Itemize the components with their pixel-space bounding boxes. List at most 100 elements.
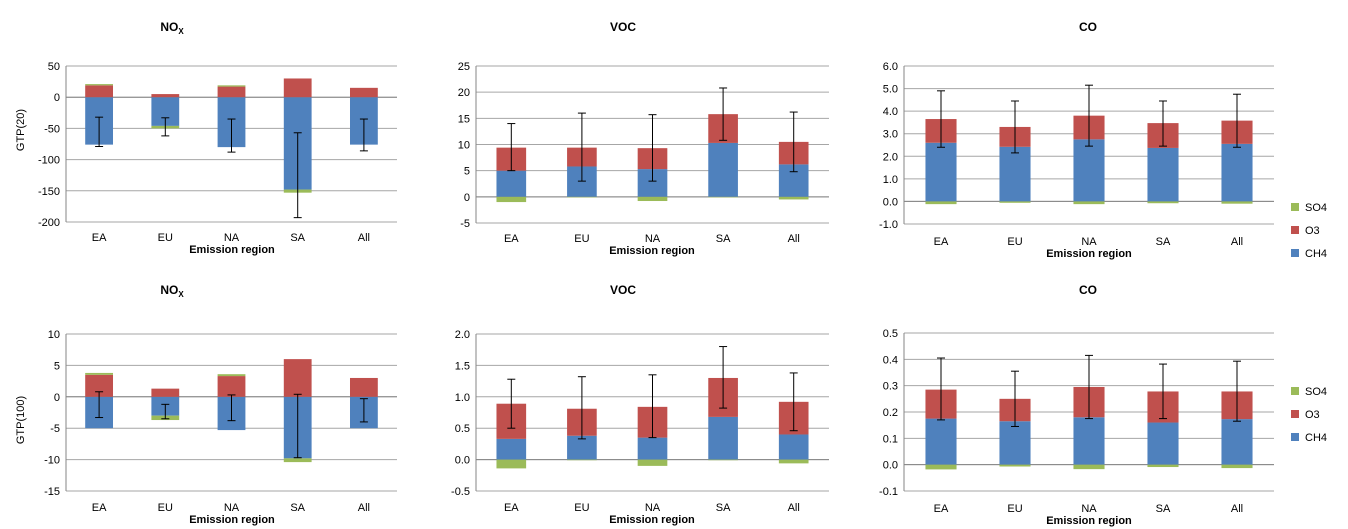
x-axis-label: Emission region (189, 244, 275, 256)
y-tick-label: 4.0 (883, 106, 898, 118)
bar-o3 (217, 376, 246, 397)
bar-so4 (567, 196, 597, 198)
x-tick-label: All (1231, 503, 1243, 515)
legend-label: O3 (1305, 225, 1320, 237)
plot-area: 0.5 0.4 0.3 0.2 0.1 0.0 -0.1 EA EU NA SA All (879, 328, 1274, 515)
y-tick-label: 5.0 (883, 84, 898, 96)
legend-swatch-ch4 (1291, 433, 1299, 441)
bar-ch4 (1221, 143, 1253, 202)
bar-ch4 (999, 146, 1031, 202)
plot-area: 25 20 15 10 5 0 -5 EA EU NA SA All (458, 61, 829, 245)
bar-ch4 (637, 437, 668, 460)
bar-so4 (1147, 464, 1179, 468)
bar-ch4 (496, 438, 527, 460)
chart-panel-gtp100-voc: VOC Emission region 2.0 1.5 1.0 0.5 0.0 -0.5 E… (451, 283, 829, 526)
x-tick-label: EA (92, 232, 107, 244)
bar-ch4 (1221, 419, 1253, 465)
bar-so4 (637, 459, 668, 466)
x-axis-label: Emission region (609, 514, 695, 526)
bar-so4 (85, 372, 114, 375)
x-tick-label: SA (716, 502, 731, 514)
plot-area: 2.0 1.5 1.0 0.5 0.0 -0.5 EA EU NA SA All (451, 329, 829, 514)
bar-so4 (496, 459, 527, 469)
y-tick-label: 50 (48, 61, 60, 73)
legend-swatch-o3 (1291, 226, 1299, 234)
y-tick-label: -5 (460, 218, 470, 230)
y-tick-label: -1.0 (879, 219, 898, 231)
y-tick-label: -5 (50, 423, 60, 435)
legend-label: SO4 (1305, 202, 1327, 214)
x-tick-label: NA (645, 502, 661, 514)
bar-ch4 (925, 418, 957, 465)
chart-title: VOC (610, 20, 636, 34)
bar-so4 (283, 458, 312, 463)
y-tick-label: 0 (54, 92, 60, 104)
x-tick-label: EU (574, 502, 589, 514)
bar-so4 (778, 459, 809, 464)
y-axis-label: GTP(20) (15, 109, 27, 151)
chart-title: NOX (160, 20, 184, 36)
bar-ch4 (708, 416, 738, 460)
bar-ch4 (1073, 417, 1105, 465)
bar-o3 (283, 78, 312, 98)
bar-so4 (778, 196, 809, 200)
chart-panel-gtp20-nox: NOX GTP(20) Emission region 50 0 -50 -100 -1… (15, 20, 397, 256)
y-tick-label: 2.0 (883, 151, 898, 163)
y-tick-label: -100 (38, 155, 60, 167)
bar-ch4 (708, 142, 738, 197)
bar-o3 (217, 86, 246, 98)
x-tick-label: SA (290, 502, 305, 514)
legend-label: SO4 (1305, 386, 1327, 398)
y-tick-label: 10 (458, 140, 470, 152)
bar-so4 (496, 196, 527, 203)
plot-area: 6.0 5.0 4.0 3.0 2.0 1.0 0.0 -1.0 EA EU NA SA All (879, 61, 1274, 248)
legend-label: O3 (1305, 409, 1320, 421)
y-tick-label: 1.5 (455, 360, 470, 372)
x-tick-label: SA (716, 233, 731, 245)
x-axis-label: Emission region (1046, 515, 1132, 527)
legend-swatch-ch4 (1291, 249, 1299, 257)
bar-o3 (349, 377, 378, 397)
bar-so4 (1221, 464, 1253, 469)
bar-so4 (999, 201, 1031, 203)
y-tick-label: -150 (38, 186, 60, 198)
y-tick-label: -10 (44, 455, 60, 467)
y-tick-label: 20 (458, 87, 470, 99)
bar-so4 (217, 85, 246, 87)
x-tick-label: NA (1081, 503, 1097, 515)
y-tick-label: -15 (44, 486, 60, 498)
y-tick-label: 6.0 (883, 61, 898, 73)
y-tick-label: 0 (464, 192, 470, 204)
bar-so4 (708, 196, 738, 198)
x-tick-label: SA (290, 232, 305, 244)
bar-o3 (151, 94, 180, 98)
bar-so4 (1221, 201, 1253, 204)
legend-swatch-so4 (1291, 203, 1299, 211)
bar-ch4 (999, 421, 1031, 465)
x-tick-label: SA (1156, 503, 1171, 515)
bar-o3 (283, 359, 312, 397)
bar-ch4 (925, 142, 957, 202)
chart-title: CO (1079, 20, 1097, 34)
bar-o3 (85, 374, 114, 397)
legend-swatch-so4 (1291, 387, 1299, 395)
legend-top: SO4 O3 CH4 (1291, 202, 1327, 260)
y-tick-label: 5 (464, 166, 470, 178)
bar-so4 (925, 464, 957, 470)
legend-label: CH4 (1305, 248, 1327, 260)
y-axis-label: GTP(100) (15, 396, 27, 444)
chart-panel-gtp100-nox: NOX GTP(100) Emission region 10 5 0 -5 -10 -1… (15, 283, 397, 526)
x-tick-label: EU (158, 502, 173, 514)
x-tick-label: NA (1081, 236, 1097, 248)
chart-title: NOX (160, 283, 184, 299)
x-tick-label: EA (504, 233, 519, 245)
y-tick-label: 0.0 (883, 196, 898, 208)
x-tick-label: All (788, 233, 800, 245)
y-tick-label: -50 (44, 123, 60, 135)
x-tick-label: NA (224, 502, 240, 514)
bar-so4 (217, 374, 246, 377)
y-tick-label: 0.3 (883, 381, 898, 393)
y-tick-label: 0.2 (883, 407, 898, 419)
bar-o3 (349, 87, 378, 98)
